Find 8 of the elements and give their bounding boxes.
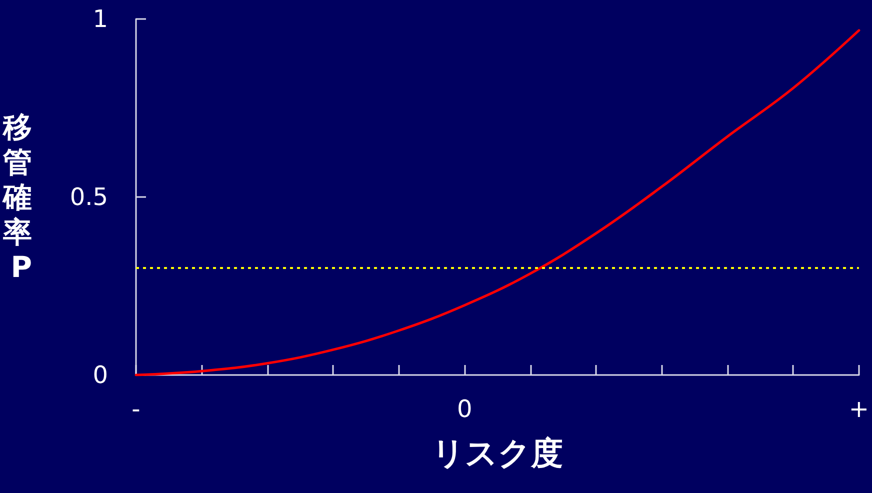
x-axis-title: リスク度 bbox=[432, 434, 563, 472]
x-tick-label: 0 bbox=[456, 395, 472, 423]
y-tick-label: 1 bbox=[92, 5, 108, 33]
x-tick-label: + bbox=[848, 395, 869, 423]
x-tick-label: - bbox=[132, 395, 140, 423]
y-tick-label: 0.5 bbox=[70, 183, 108, 211]
y-axis-title: 移管確率P bbox=[2, 110, 32, 284]
y-tick-label: 0 bbox=[92, 361, 108, 389]
